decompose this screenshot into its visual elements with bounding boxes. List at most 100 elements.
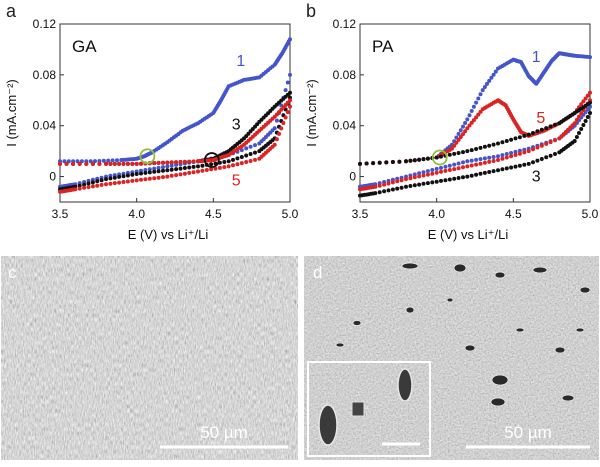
data-point bbox=[544, 155, 549, 160]
data-point bbox=[390, 180, 395, 185]
data-point bbox=[531, 147, 535, 152]
data-point bbox=[539, 143, 544, 148]
data-point bbox=[121, 174, 126, 179]
x-tick-label: 5.0 bbox=[582, 207, 599, 221]
data-point bbox=[239, 155, 244, 159]
data-point bbox=[469, 148, 474, 153]
data-point bbox=[526, 149, 531, 154]
chart-a-ylabel: I (mA.cm⁻²) bbox=[4, 79, 19, 147]
series-5-5 bbox=[58, 104, 292, 194]
data-point bbox=[104, 182, 108, 187]
panel-a-letter: a bbox=[6, 1, 17, 21]
data-point bbox=[522, 133, 527, 138]
data-point bbox=[517, 163, 522, 168]
data-point bbox=[169, 173, 174, 178]
data-point bbox=[493, 69, 498, 74]
data-point bbox=[121, 161, 126, 166]
data-point bbox=[283, 115, 288, 120]
data-point bbox=[161, 160, 165, 165]
data-point bbox=[469, 163, 474, 168]
data-point bbox=[101, 158, 106, 163]
data-point bbox=[489, 75, 494, 80]
data-point bbox=[465, 164, 470, 169]
data-point bbox=[588, 90, 592, 95]
data-point bbox=[517, 135, 522, 140]
data-point bbox=[130, 161, 135, 166]
data-point bbox=[108, 161, 113, 166]
data-point bbox=[583, 119, 588, 123]
data-point bbox=[535, 158, 540, 163]
data-point bbox=[182, 171, 187, 176]
data-point bbox=[585, 107, 590, 112]
inset-image bbox=[307, 361, 431, 457]
data-point bbox=[491, 72, 496, 77]
data-point bbox=[281, 121, 286, 125]
onset-marker-circle bbox=[139, 148, 156, 165]
chart-a-sample-label: GA bbox=[72, 37, 97, 56]
data-point bbox=[513, 149, 518, 154]
data-point bbox=[443, 164, 448, 169]
data-point bbox=[147, 176, 152, 181]
data-point bbox=[535, 129, 540, 134]
data-point bbox=[191, 159, 196, 164]
data-point bbox=[200, 168, 205, 173]
data-point bbox=[425, 156, 430, 161]
data-point bbox=[288, 90, 292, 95]
data-point bbox=[106, 158, 111, 163]
data-point bbox=[279, 126, 284, 131]
data-point bbox=[513, 136, 518, 141]
data-point bbox=[156, 160, 161, 165]
data-point bbox=[86, 181, 91, 186]
data-point bbox=[487, 78, 492, 83]
chart-b-sample-label: PA bbox=[372, 37, 394, 56]
data-point bbox=[452, 143, 457, 148]
chart-b-xlabel: E (V) vs Li⁺/Li bbox=[428, 227, 509, 242]
data-point bbox=[204, 168, 209, 172]
data-point bbox=[288, 72, 292, 77]
data-point bbox=[480, 88, 485, 93]
data-point bbox=[390, 160, 395, 164]
data-point bbox=[125, 161, 130, 166]
data-point bbox=[539, 157, 544, 161]
data-point bbox=[191, 170, 196, 175]
data-point bbox=[557, 136, 562, 141]
data-point bbox=[408, 184, 413, 188]
data-point bbox=[452, 162, 457, 167]
data-point bbox=[117, 180, 122, 185]
data-point bbox=[439, 169, 443, 174]
data-point bbox=[509, 165, 514, 170]
onset-marker-circle bbox=[203, 152, 220, 168]
data-point bbox=[471, 118, 476, 123]
data-point bbox=[588, 100, 592, 105]
x-tick-label: 4.5 bbox=[505, 207, 522, 221]
data-point bbox=[274, 137, 279, 142]
data-point bbox=[384, 160, 389, 165]
data-point bbox=[482, 85, 487, 89]
data-point bbox=[147, 167, 152, 172]
chart-b-ylabel: I (mA.cm⁻²) bbox=[304, 79, 319, 147]
data-point bbox=[178, 172, 183, 177]
data-point bbox=[425, 169, 430, 174]
data-point bbox=[447, 177, 452, 182]
data-point bbox=[222, 160, 227, 164]
data-point bbox=[465, 159, 470, 164]
data-point bbox=[478, 92, 483, 97]
data-point bbox=[404, 159, 408, 164]
data-point bbox=[434, 155, 439, 160]
data-point bbox=[487, 155, 492, 160]
data-point bbox=[174, 173, 179, 178]
data-point bbox=[463, 129, 468, 134]
data-point bbox=[548, 140, 553, 145]
curve-label: 3 bbox=[532, 169, 541, 186]
chart-a-frame bbox=[59, 23, 291, 203]
panel-d-scale-text: 50 µm bbox=[504, 423, 552, 442]
series-5-3 bbox=[358, 98, 592, 192]
data-point bbox=[417, 174, 422, 179]
data-point bbox=[399, 185, 404, 190]
data-point bbox=[84, 161, 89, 166]
data-point bbox=[476, 112, 481, 117]
data-point bbox=[156, 165, 161, 170]
data-point bbox=[491, 142, 496, 147]
data-point bbox=[500, 153, 505, 158]
data-point bbox=[115, 158, 119, 163]
